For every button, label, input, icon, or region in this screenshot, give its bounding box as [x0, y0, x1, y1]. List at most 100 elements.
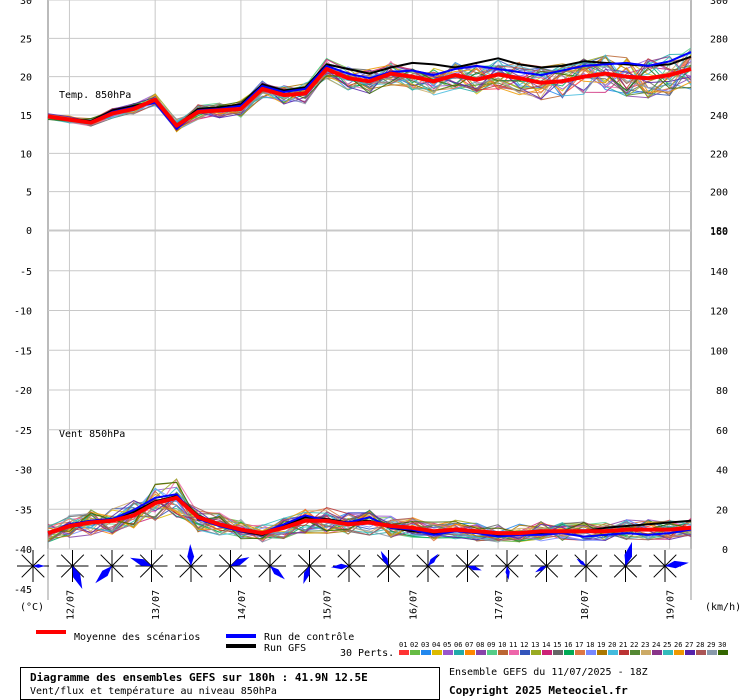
wind-rose-spoke	[218, 554, 231, 567]
wind-rose	[609, 541, 642, 582]
perturbations-legend: 01 02 03 04 05 06 07 08 09 10 11 12 13 14 15 16 17 18 19 20…	[399, 641, 728, 655]
wind-rose-petal	[624, 541, 632, 566]
perturbation-legend-label: 08	[476, 641, 484, 649]
perturbation-legend-label: 17	[575, 641, 583, 649]
perturbation-legend-swatch	[542, 650, 552, 655]
wind-rose-petal	[467, 565, 482, 571]
perturbation-legend-swatch	[597, 650, 607, 655]
wind-rose-spoke	[455, 565, 468, 578]
wind-rose-spoke	[297, 565, 310, 578]
wind-rose-spoke	[258, 565, 271, 578]
wind-rose-spoke	[21, 554, 34, 567]
wind-rose-spoke	[506, 554, 519, 567]
perturbation-legend-label: 06	[454, 641, 462, 649]
wind-left-tick: -5	[20, 267, 32, 278]
wind-rose	[214, 550, 250, 582]
wind-rose-spoke	[427, 565, 440, 578]
wind-perturbation-25	[47, 487, 692, 541]
legend-control-label: Run de contrôle	[264, 631, 354, 643]
perturbation-legend-swatch	[707, 650, 717, 655]
wind-rose-spoke	[388, 554, 401, 567]
wind-axis-ticks: 160 140 120 100 80 60 40 20 0 -5 -10 -15 -20 -25 -30 -3…	[14, 227, 728, 596]
wind-rose-spoke	[60, 554, 73, 567]
title-box: Diagramme des ensembles GEFS sur 180h : …	[20, 667, 440, 700]
wind-right-tick: 0	[722, 545, 728, 556]
wind-left-tick: -20	[14, 386, 32, 397]
temp-left-tick: 30	[20, 0, 32, 7]
wind-perturbation-29	[47, 492, 692, 543]
temp-left-tick: 0	[26, 226, 32, 237]
perturbation-legend-label: 09	[487, 641, 495, 649]
date-label: 14/07	[237, 590, 248, 620]
perturbation-legend-swatch	[564, 650, 574, 655]
date-label: 16/07	[408, 590, 419, 620]
perturbation-legend-swatch	[652, 650, 662, 655]
wind-rose-spoke	[139, 565, 152, 578]
wind-right-tick: 40	[716, 466, 728, 477]
perturbation-legend-label: 27	[685, 641, 693, 649]
date-label: 19/07	[666, 590, 677, 620]
perturbation-legend-swatch	[608, 650, 618, 655]
wind-right-tick: 160	[710, 227, 728, 238]
perturbation-legend-swatch	[476, 650, 486, 655]
wind-rose-spoke	[585, 554, 598, 567]
wind-rose-petal	[380, 550, 389, 566]
perturbation-legend-swatch	[586, 650, 596, 655]
perturbation-legend-swatch	[575, 650, 585, 655]
wind-rose-spoke	[218, 565, 231, 578]
right-unit-label: (km/h)	[705, 602, 740, 613]
temp-right-tick: 260	[710, 73, 728, 84]
wind-rose-spoke	[653, 554, 666, 567]
wind-rose-spoke	[495, 565, 508, 578]
date-label: 12/07	[65, 590, 76, 620]
perturbation-legend-label: 12	[520, 641, 528, 649]
wind-rose-spoke	[546, 565, 559, 578]
wind-rose-spoke	[269, 554, 282, 567]
perturbation-legend-label: 29	[707, 641, 715, 649]
wind-rose	[95, 550, 128, 584]
perturbation-legend-swatch	[421, 650, 431, 655]
wind-rose-spoke	[574, 565, 587, 578]
wind-mean-line	[47, 495, 692, 536]
wind-rose-petal	[130, 557, 152, 566]
wind-rose-spoke	[348, 565, 361, 578]
wind-rose-petal	[576, 558, 586, 566]
perturbation-legend-swatch	[663, 650, 673, 655]
perturbation-legend-label: 15	[553, 641, 561, 649]
temp-mean-line	[47, 67, 692, 128]
perturbation-legend-label: 26	[674, 641, 682, 649]
perturbation-legend-label: 24	[652, 641, 660, 649]
wind-left-tick: -30	[14, 466, 32, 477]
perturbations-label: 30 Perts.	[340, 648, 394, 659]
copyright: Copyright 2025 Meteociel.fr	[449, 684, 628, 697]
wind-rose-petal	[72, 566, 83, 589]
legend-gfs-label: Run GFS	[264, 643, 306, 654]
temp-panel-label: Temp. 850hPa	[59, 90, 131, 101]
perturbation-legend-label: 18	[586, 641, 594, 649]
perturbation-legend-label: 03	[421, 641, 429, 649]
wind-rose-spoke	[337, 565, 350, 578]
perturbation-legend-swatch	[718, 650, 728, 655]
wind-left-tick: -45	[14, 585, 32, 596]
perturbation-legend-label: 30	[718, 641, 726, 649]
main-series	[47, 51, 692, 538]
temp-left-tick: 15	[20, 111, 32, 122]
temp-right-tick: 300	[710, 0, 728, 7]
wind-rose-petal	[331, 563, 349, 570]
wind-rose-petal	[665, 560, 689, 569]
wind-rose-petal	[33, 564, 45, 568]
perturbation-legend-swatch	[509, 650, 519, 655]
wind-rose	[175, 544, 207, 582]
wind-rose-spoke	[467, 554, 480, 567]
date-labels: 12/07 13/07 14/07 15/07 16/07 17/07 18/07 19/07	[65, 590, 676, 620]
wind-rose	[530, 550, 563, 582]
wind-left-tick: -15	[14, 346, 32, 357]
wind-rose-petal	[505, 566, 510, 580]
temp-axis-ticks: 30 300 25 280 20 260 15 240 10 220 5 200 0 180	[20, 0, 728, 237]
wind-rose-spoke	[506, 565, 519, 578]
perturbation-legend-swatch	[498, 650, 508, 655]
perturbation-legend-swatch	[696, 650, 706, 655]
wind-left-tick: -35	[14, 505, 32, 516]
wind-perturbation-20	[47, 487, 692, 543]
perturbation-legend-label: 14	[542, 641, 550, 649]
